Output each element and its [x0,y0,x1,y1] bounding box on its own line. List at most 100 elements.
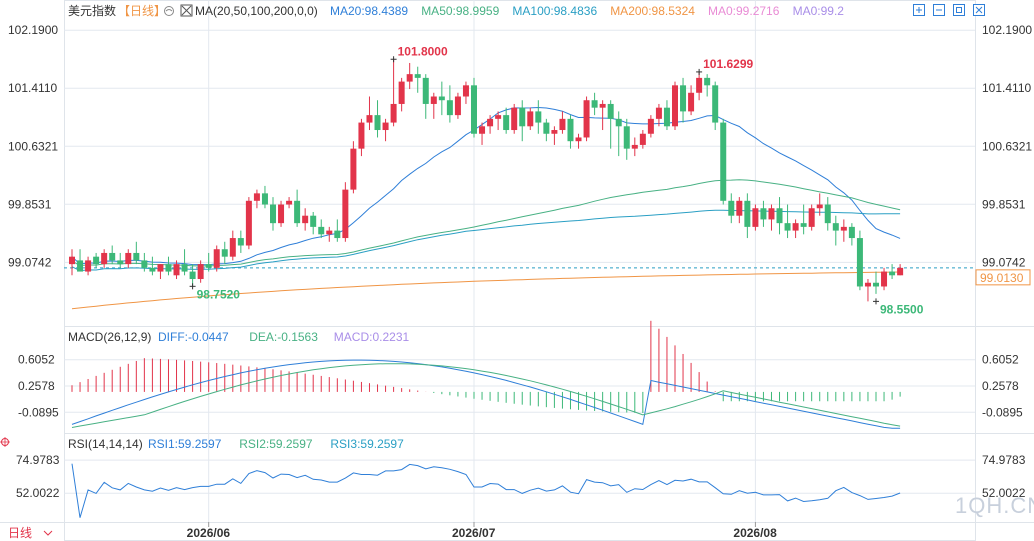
candle[interactable] [157,264,164,280]
candle[interactable] [229,230,236,261]
candle[interactable] [479,122,486,145]
candle[interactable] [889,264,896,280]
crosshair-icon[interactable] [0,437,10,447]
candle[interactable] [382,118,389,142]
candle[interactable] [358,118,365,157]
candle[interactable] [680,77,687,123]
candle[interactable] [527,107,534,131]
add-icon[interactable] [913,4,925,16]
period-switch-label[interactable]: 日线 [8,526,32,540]
candle[interactable] [430,92,437,119]
candle[interactable] [245,197,252,250]
candle[interactable] [270,197,276,231]
candle[interactable] [720,118,727,205]
candle[interactable] [93,252,100,268]
candle[interactable] [310,211,317,235]
candle[interactable] [334,219,341,242]
candle[interactable] [390,59,397,127]
candle[interactable] [744,193,751,239]
candle[interactable] [840,219,847,242]
candle[interactable] [125,249,132,268]
candle[interactable] [583,96,590,142]
candle[interactable] [615,111,622,157]
candle[interactable] [832,215,839,246]
macd-pane[interactable] [71,320,901,429]
candle[interactable] [422,74,429,119]
candle[interactable] [535,100,542,134]
candle[interactable] [623,118,630,160]
maximize-icon[interactable] [953,4,965,16]
candle[interactable] [736,197,743,224]
candle[interactable] [647,115,654,138]
candle[interactable] [712,81,719,131]
candle[interactable] [599,100,606,131]
candle[interactable] [205,252,212,272]
candle[interactable] [704,74,711,97]
candle[interactable] [189,264,196,287]
candle[interactable] [133,241,140,265]
candle[interactable] [567,115,574,149]
candle[interactable] [414,66,421,93]
candle[interactable] [221,241,228,265]
candle[interactable] [294,189,301,227]
candle[interactable] [286,197,293,209]
candle[interactable] [800,204,807,235]
candle[interactable] [69,249,75,276]
candle[interactable] [181,249,188,276]
candle[interactable] [824,197,831,231]
candle[interactable] [696,71,703,101]
candle[interactable] [462,81,469,104]
rsi-pane[interactable] [71,463,901,518]
candle[interactable] [688,85,695,116]
candle[interactable] [897,264,904,276]
candle[interactable] [856,230,863,291]
candle[interactable] [85,256,92,276]
candle[interactable] [728,193,735,224]
candle[interactable] [639,130,646,149]
candle[interactable] [101,249,108,268]
candle[interactable] [792,219,799,239]
period-tag[interactable]: 【日线】 [118,4,166,18]
candle[interactable] [173,260,180,280]
candle[interactable] [141,252,148,272]
period-switch[interactable] [0,523,64,541]
candle[interactable] [350,141,357,194]
candle[interactable] [655,103,662,127]
candle[interactable] [607,100,614,149]
candle[interactable] [454,92,461,119]
candle[interactable] [213,245,220,272]
minimize-icon[interactable] [933,4,945,16]
candle[interactable] [543,118,550,142]
candle[interactable] [237,230,244,253]
candle[interactable] [864,279,871,302]
candle[interactable] [816,193,823,216]
chevron-down-icon[interactable] [43,530,53,536]
candle[interactable] [503,107,510,134]
candle[interactable] [768,204,775,231]
candle[interactable] [149,256,156,276]
candle[interactable] [366,96,373,131]
candle[interactable] [487,115,494,134]
candle[interactable] [77,249,84,272]
candle[interactable] [873,271,879,294]
candle[interactable] [326,226,333,242]
candle[interactable] [446,85,453,123]
candle[interactable] [117,252,124,268]
candle[interactable] [406,62,413,90]
candle[interactable] [776,197,783,235]
candle[interactable] [591,92,598,116]
candle[interactable] [511,103,518,134]
indicator-toggle-icon[interactable] [180,4,193,17]
candle[interactable] [261,185,268,209]
candle[interactable] [631,137,638,157]
candle[interactable] [318,219,325,239]
candle[interactable] [559,111,566,134]
candle[interactable] [551,126,558,145]
candle[interactable] [398,77,405,112]
candle[interactable] [165,256,172,276]
candle[interactable] [784,204,791,239]
settings-icon[interactable] [164,6,174,16]
candle[interactable] [109,245,116,265]
candle[interactable] [760,200,767,227]
